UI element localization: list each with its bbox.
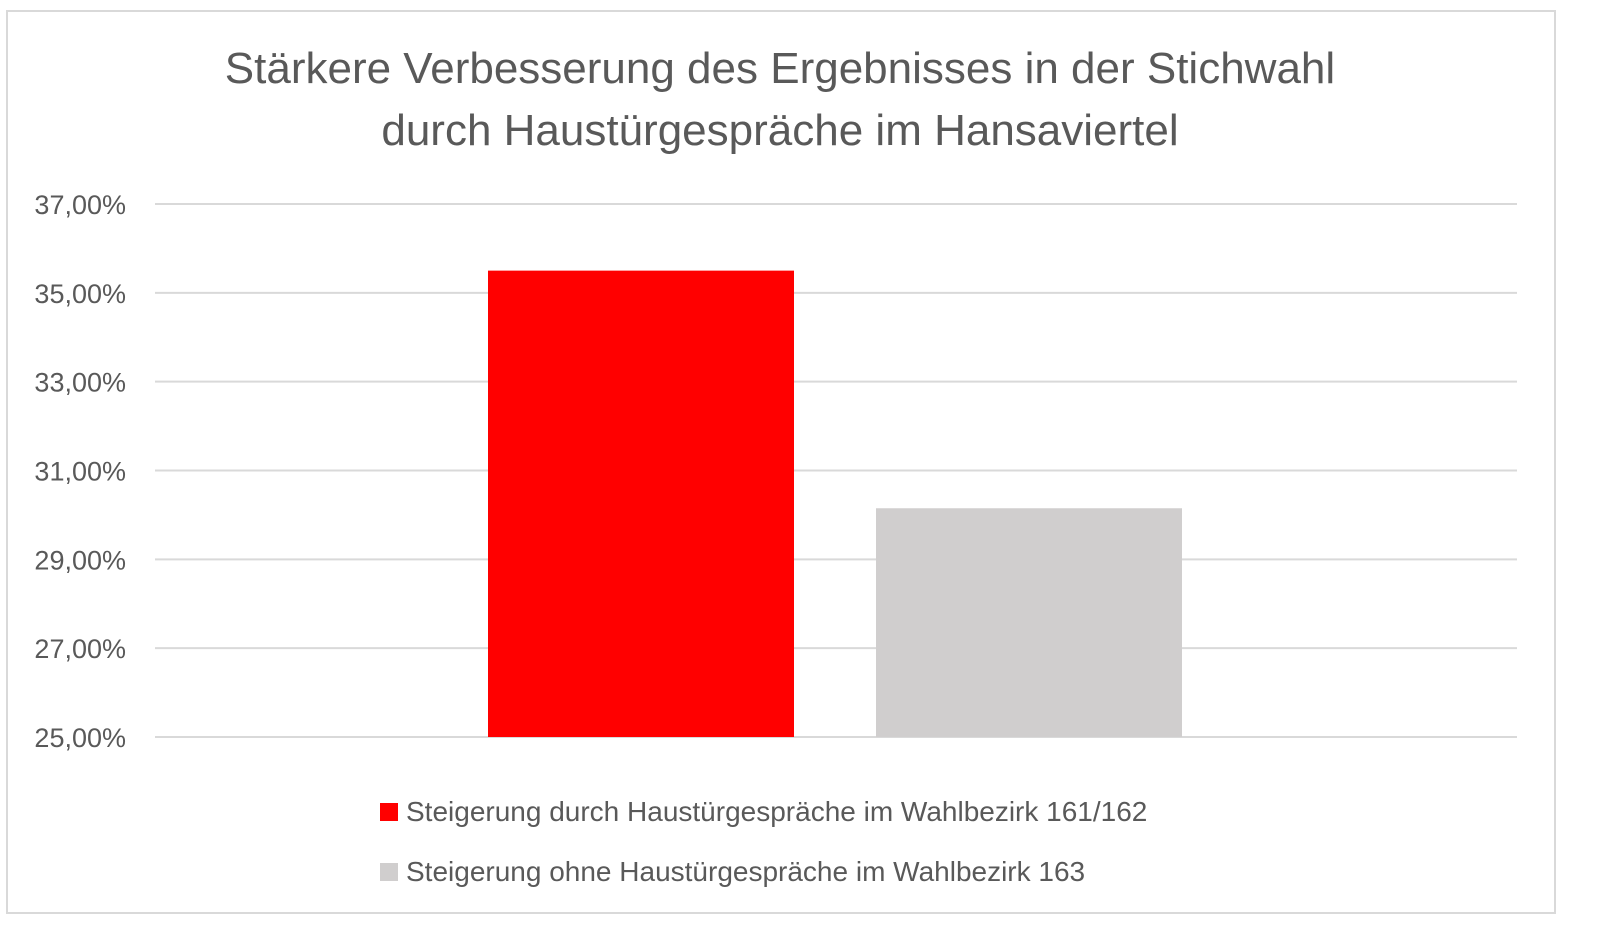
y-tick-label: 35,00% (34, 279, 126, 309)
y-tick-label: 33,00% (34, 368, 126, 398)
chart-legend: Steigerung durch Haustürgespräche im Wah… (380, 782, 1147, 902)
y-tick-label: 37,00% (34, 190, 126, 220)
y-tick-label: 25,00% (34, 723, 126, 753)
bar-1 (488, 270, 794, 737)
legend-item-1: Steigerung durch Haustürgespräche im Wah… (380, 782, 1147, 842)
legend-swatch (380, 863, 398, 881)
legend-swatch (380, 803, 398, 821)
y-tick-label: 31,00% (34, 457, 126, 487)
chart-title-line-2: durch Haustürgespräche im Hansaviertel (381, 106, 1179, 155)
chart-title-line-1: Stärkere Verbesserung des Ergebnisses in… (224, 44, 1336, 93)
chart-title: Stärkere Verbesserung des Ergebnisses in… (120, 38, 1440, 162)
y-tick-label: 29,00% (34, 545, 126, 575)
bar-2 (876, 508, 1182, 737)
y-tick-label: 27,00% (34, 634, 126, 664)
legend-label: Steigerung durch Haustürgespräche im Wah… (406, 796, 1148, 827)
legend-item-2: Steigerung ohne Haustürgespräche im Wahl… (380, 842, 1147, 902)
legend-label: Steigerung ohne Haustürgespräche im Wahl… (406, 856, 1086, 887)
